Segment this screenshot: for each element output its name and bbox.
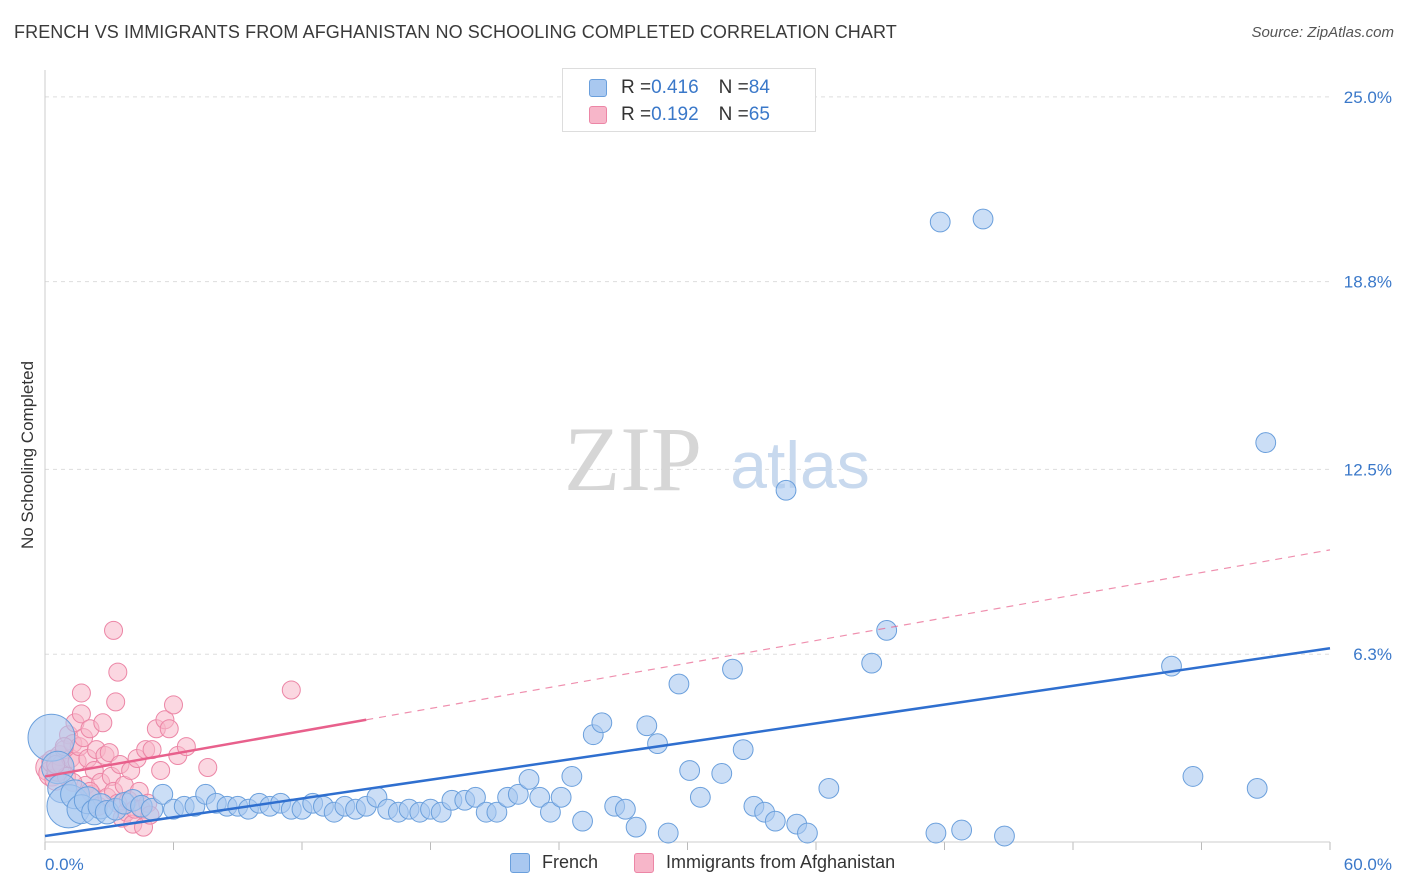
french-point [929,211,951,233]
axes [44,70,1331,850]
y-tick-label: 25.0% [1344,88,1392,107]
afghanistan-point [71,704,91,724]
y-tick-label: 6.3% [1353,645,1392,664]
french-point [152,783,174,805]
watermark-atlas: atlas [730,428,869,502]
french-point [561,766,583,787]
n-value-french: 84 [748,77,770,98]
french-point [668,673,690,695]
afghan-legend-swatch [634,852,654,873]
french-point [951,819,973,841]
legend-item-afghanistan[interactable]: Immigrants from Afghanistan [634,852,895,873]
french-point [1246,777,1268,799]
french-point [572,810,593,832]
french-point [591,712,613,734]
french-point [540,801,561,823]
r-label: R = [621,104,652,125]
y-tick-label: 18.8% [1344,273,1392,292]
chart-title: FRENCH VS IMMIGRANTS FROM AFGHANISTAN NO… [14,22,897,42]
french-point [518,769,540,790]
french-point [550,786,572,808]
french-point [625,816,647,838]
afghanistan-point [108,662,128,682]
legend-label-french: French [542,852,599,872]
legend-label-afghanistan: Immigrants from Afghanistan [666,852,896,872]
r-value-afghanistan: 0.192 [651,104,699,125]
afghanistan-trendline-dashed [366,549,1331,721]
watermark-zip: ZIP [564,408,702,510]
french-point [764,810,786,832]
french-point [486,801,508,823]
french-point [647,733,668,755]
trendlines [44,549,1331,838]
french-point [925,822,947,844]
afghanistan-point [106,692,126,712]
series-french-points [27,208,1277,847]
tick-labels: 6.3% 12.5% 18.8% 25.0% 0.0% 60.0% [45,88,1392,874]
afghanistan-point [164,695,183,715]
afghanistan-point [71,683,91,703]
n-label: N = [718,104,749,125]
n-value-afghanistan: 65 [748,104,770,125]
y-axis-label: No Schooling Completed [18,360,37,550]
french-point [529,786,551,808]
french-trendline [44,647,1331,838]
stats-legend: R = 0.416 N = 84 R = 0.192 N = 65 [562,68,816,132]
legend-row-french: R = 0.416 N = 84 [589,77,770,99]
afghanistan-point [198,757,218,777]
legend-item-french[interactable]: French [510,852,598,873]
french-legend-swatch [510,852,530,873]
french-point [861,652,883,674]
french-point [972,208,994,230]
watermark: ZIP atlas [564,408,870,510]
n-label: N = [718,77,749,98]
french-point [614,798,636,820]
y-tick-label: 12.5% [1344,460,1392,479]
french-point [636,715,658,737]
r-value-french: 0.416 [651,77,699,98]
x-tick-label-min: 0.0% [45,855,84,874]
afghanistan-point [151,760,171,780]
source-label: Source: ZipAtlas.com [1251,24,1394,41]
french-point [775,479,797,501]
french-point [711,763,733,784]
french-point [1255,432,1277,453]
afghan-swatch [589,106,607,124]
afghanistan-point [159,719,179,739]
french-point [818,777,840,799]
r-label: R = [621,77,652,98]
french-point [507,783,529,805]
french-point [797,822,818,844]
afghanistan-point [93,713,113,733]
french-point [994,825,1015,847]
french-point [1182,766,1204,787]
afghanistan-trendline-solid [44,718,367,778]
french-point [679,760,701,781]
afghanistan-point [281,680,301,700]
grid-lines [45,96,1330,655]
french-point [722,658,743,680]
legend-row-afghanistan: R = 0.192 N = 65 [589,104,770,126]
french-point [732,739,754,760]
french-point [657,822,679,844]
afghanistan-point [104,620,124,640]
series-legend: French Immigrants from Afghanistan [0,852,1406,878]
french-point [689,786,711,808]
afghanistan-point [99,743,119,763]
french-swatch [589,79,607,97]
x-tick-label-max: 60.0% [1344,855,1392,874]
french-point [876,619,898,641]
french-point [465,786,486,808]
